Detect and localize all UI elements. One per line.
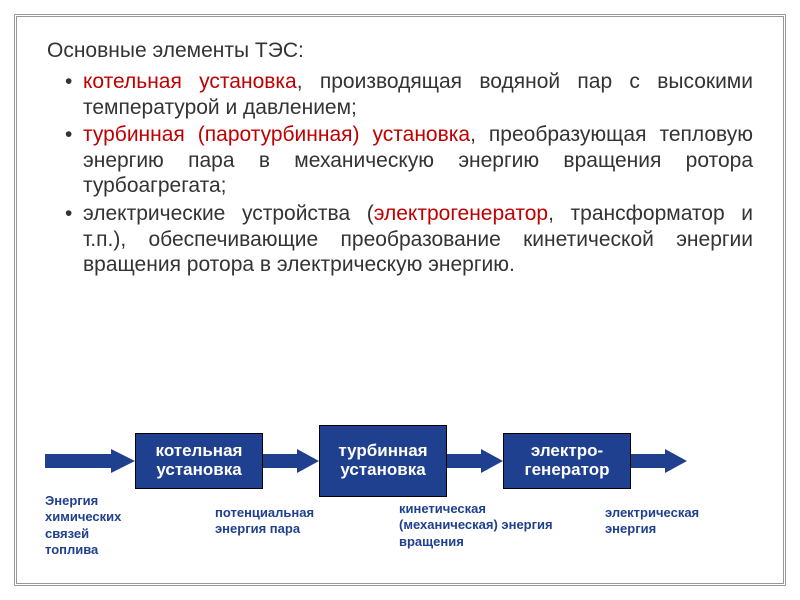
flow-caption: потенциальная энергия пара (215, 505, 345, 538)
flow-caption: электрическая энергия (605, 505, 735, 538)
caption-row: Энергия химических связей топливапотенци… (45, 501, 755, 561)
flow-arrow (263, 447, 319, 475)
body-text: электрические устройства ( (83, 202, 374, 225)
flow-arrow (45, 447, 135, 475)
flow-node-label: электро- генератор (525, 442, 610, 479)
highlight-text: турбинная (паротурбинная) установка (83, 123, 470, 146)
bullet-item: электрические устройства (электрогенерат… (83, 201, 753, 278)
flow-row: котельная установка турбинная установка эл… (45, 421, 755, 501)
flow-diagram: котельная установка турбинная установка эл… (45, 421, 755, 561)
flow-caption: кинетическая (механическая) энергия вращ… (399, 501, 559, 550)
flow-arrow (447, 447, 503, 475)
bullet-item: котельная установка, производящая водяно… (83, 69, 753, 120)
flow-node: электро- генератор (503, 433, 631, 489)
flow-node-label: турбинная установка (326, 442, 440, 479)
heading: Основные элементы ТЭС: (47, 39, 753, 63)
flow-node: турбинная установка (319, 425, 447, 497)
flow-arrow (631, 447, 687, 475)
flow-node-label: котельная установка (142, 442, 256, 479)
bullet-list: котельная установка, производящая водяно… (47, 69, 753, 278)
flow-node: котельная установка (135, 433, 263, 489)
highlight-text: электрогенератор (374, 202, 548, 225)
highlight-text: котельная установка (83, 70, 297, 93)
flow-caption: Энергия химических связей топлива (45, 493, 145, 558)
slide-frame: Основные элементы ТЭС: котельная установ… (14, 14, 786, 586)
bullet-item: турбинная (паротурбинная) установка, пре… (83, 122, 753, 199)
